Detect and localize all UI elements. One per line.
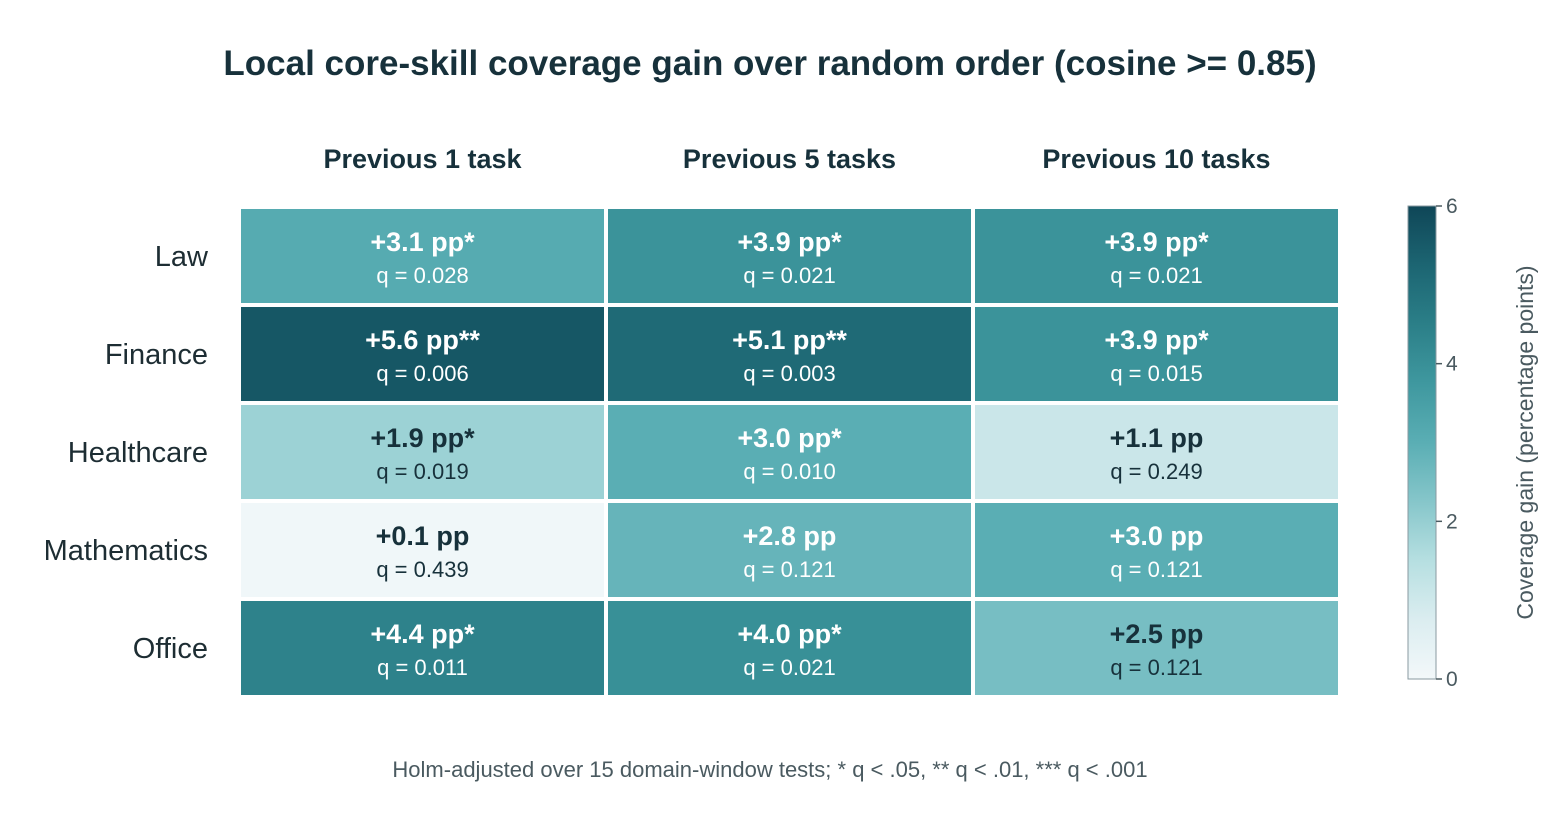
cell-q-label: q = 0.015 [1110,361,1202,386]
cell-q-label: q = 0.003 [743,361,835,386]
cell-fill [608,405,971,499]
column-headers: Previous 1 task Previous 5 tasks Previous … [323,144,1270,174]
heatmap-cell: +3.0 pp* q = 0.010 [608,405,971,499]
cell-q-label: q = 0.019 [376,459,468,484]
row-labels: Law Finance Healthcare Mathematics Office [44,241,209,665]
cell-fill [241,307,604,401]
column-header: Previous 5 tasks [683,144,896,174]
cell-q-label: q = 0.439 [376,557,468,582]
cell-value-label: +3.9 pp* [737,227,842,257]
cell-fill [975,601,1338,695]
row-label: Law [155,241,209,273]
cell-q-label: q = 0.021 [743,263,835,288]
footnote: Holm-adjusted over 15 domain-window test… [392,757,1147,782]
cell-value-label: +1.1 pp [1110,423,1204,453]
cell-value-label: +2.5 pp [1110,619,1204,649]
cell-fill [241,503,604,597]
row-label: Mathematics [44,535,208,567]
cell-fill [975,405,1338,499]
cell-fill [608,307,971,401]
heatmap-cell: +2.8 pp q = 0.121 [608,503,971,597]
heatmap-cell: +3.0 pp q = 0.121 [975,503,1338,597]
cell-q-label: q = 0.028 [376,263,468,288]
cell-fill [608,503,971,597]
cell-q-label: q = 0.121 [743,557,835,582]
cell-fill [241,601,604,695]
colorbar: 0 2 4 6 Coverage gain (percentage points) [1407,195,1538,691]
colorbar-label: Coverage gain (percentage points) [1512,265,1538,619]
cell-q-label: q = 0.021 [1110,263,1202,288]
heatmap-cell: +0.1 pp q = 0.439 [241,503,604,597]
cell-value-label: +4.0 pp* [737,619,842,649]
cell-q-label: q = 0.021 [743,655,835,680]
cell-value-label: +3.9 pp* [1104,227,1209,257]
heatmap-cell: +5.1 pp** q = 0.003 [608,307,971,401]
cell-q-label: q = 0.010 [743,459,835,484]
heatmap-cell: +3.9 pp* q = 0.021 [608,209,971,303]
cell-value-label: +4.4 pp* [370,619,475,649]
colorbar-tick-label: 2 [1446,510,1458,533]
colorbar-tick-label: 0 [1446,668,1458,691]
cell-q-label: q = 0.249 [1110,459,1202,484]
cell-fill [608,601,971,695]
heatmap-cell: +4.0 pp* q = 0.021 [608,601,971,695]
heatmap-cell: +1.1 pp q = 0.249 [975,405,1338,499]
cell-value-label: +0.1 pp [376,521,470,551]
cell-value-label: +5.6 pp** [365,325,480,355]
cell-value-label: +3.1 pp* [370,227,475,257]
cell-value-label: +3.0 pp* [737,423,842,453]
heatmap-cell: +1.9 pp* q = 0.019 [241,405,604,499]
column-header: Previous 1 task [323,144,522,174]
colorbar-tick-label: 6 [1446,195,1458,218]
cell-fill [608,209,971,303]
heatmap-cell: +2.5 pp q = 0.121 [975,601,1338,695]
cell-fill [975,209,1338,303]
cell-fill [241,405,604,499]
cell-value-label: +3.0 pp [1110,521,1204,551]
cell-value-label: +1.9 pp* [370,423,475,453]
heatmap-cell: +5.6 pp** q = 0.006 [241,307,604,401]
cell-value-label: +3.9 pp* [1104,325,1209,355]
colorbar-tick-label: 4 [1446,353,1458,376]
chart-title: Local core-skill coverage gain over rand… [223,44,1316,83]
cell-q-label: q = 0.006 [376,361,468,386]
heatmap-cell: +4.4 pp* q = 0.011 [241,601,604,695]
column-header: Previous 10 tasks [1042,144,1270,174]
heatmap-cell: +3.1 pp* q = 0.028 [241,209,604,303]
row-label: Healthcare [68,437,208,469]
cell-q-label: q = 0.121 [1110,655,1202,680]
colorbar-ticks: 0 2 4 6 [1436,195,1458,691]
cell-value-label: +5.1 pp** [732,325,847,355]
cell-value-label: +2.8 pp [743,521,837,551]
heatmap-cell: +3.9 pp* q = 0.015 [975,307,1338,401]
cell-q-label: q = 0.121 [1110,557,1202,582]
cell-fill [241,209,604,303]
row-label: Finance [105,339,208,371]
cell-q-label: q = 0.011 [377,655,468,680]
heatmap-cell: +3.9 pp* q = 0.021 [975,209,1338,303]
cell-fill [975,503,1338,597]
heatmap-cells: +3.1 pp*q = 0.028+3.9 pp*q = 0.021+3.9 p… [241,209,1338,695]
cell-fill [975,307,1338,401]
colorbar-gradient [1407,205,1437,680]
row-label: Office [133,633,208,665]
